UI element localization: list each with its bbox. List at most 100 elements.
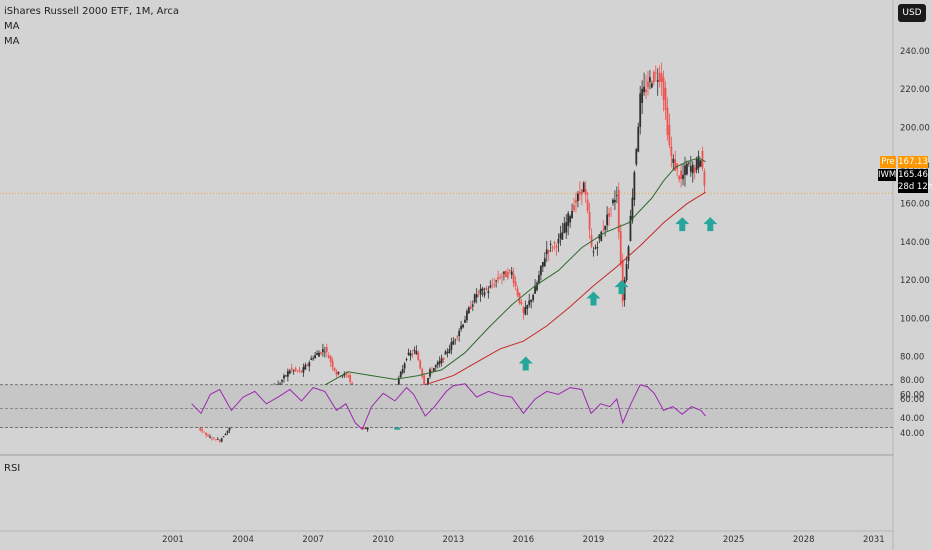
candle-body [668,124,671,146]
candle-body [606,214,609,226]
currency-button[interactable]: USD [898,4,926,22]
candle-body [209,436,211,438]
candle-body [604,225,607,230]
candle-body [279,383,281,385]
candle-body [489,285,492,288]
candle-body [436,362,439,365]
candle-body [331,360,334,368]
candle-body [399,371,402,378]
candle-body [312,358,315,360]
candle-body [211,438,213,440]
candle-body [364,428,367,430]
candle-body [541,262,544,267]
candle-body [401,368,404,373]
candle-body [678,176,681,180]
candle-body [423,375,426,385]
candle-body [283,375,285,379]
candle-body [534,286,536,294]
symbol-title[interactable]: iShares Russell 2000 ETF, 1M, Arca [4,6,180,17]
price-axis-tick: 160.00 [900,200,930,210]
time-axis-tick: 2016 [513,535,535,545]
candle-body [658,72,661,83]
candle-body [448,349,451,354]
candle-body [631,197,634,221]
candle-body [224,434,227,436]
candle-body [222,436,225,438]
candle-body [573,205,575,211]
bar-countdown: 28d 12h [898,181,932,193]
candle-body [397,378,400,386]
candle-body [503,271,505,274]
candle-body [405,359,408,360]
candle-body [432,368,435,372]
candle-body [695,159,698,171]
candle-body [296,370,299,372]
candle-body [501,276,503,278]
candle-body [580,189,583,195]
candle-body [475,294,478,298]
candle-body [682,174,684,179]
candle-body [530,299,533,302]
rsi-line [191,383,706,431]
candle-body [553,242,556,244]
candle-body [666,107,669,136]
candle-body [594,247,597,249]
candle-body [308,362,311,367]
candle-body [285,375,287,377]
ma-indicator-label[interactable]: MA [4,36,20,47]
candle-body [458,330,461,336]
candle-body [427,378,429,386]
candle-body [466,311,468,321]
price-axis-tick: 240.00 [900,47,930,57]
candle-body [411,353,414,355]
candle-body [413,350,416,352]
candle-body [545,249,548,255]
candle-body [290,367,293,370]
support-arrow-icon [518,356,533,371]
price-axis-tick: 60.00 [900,391,924,401]
candle-body [306,364,309,366]
candle-body [610,207,612,209]
candle-body [349,375,352,382]
candle-body [649,77,651,82]
candle-body [407,352,410,355]
candle-body [514,281,517,287]
time-axis-tick: 2025 [723,535,745,545]
candle-body [454,339,457,341]
candle-body [417,352,420,361]
candle-body [218,439,221,442]
candle-body [292,370,295,372]
candle-body [577,193,579,201]
candle-body [670,146,673,157]
candle-body [446,351,449,353]
candle-body [586,199,589,211]
candle-body [329,356,332,362]
candle-body [440,358,443,363]
ma-indicator-label[interactable]: MA [4,21,20,32]
candle-body [575,200,577,203]
candle-body [516,288,519,296]
candle-body [415,350,418,355]
candle-body [485,288,488,290]
candle-body [563,223,566,233]
candle-body [506,271,509,278]
candle-body [551,247,554,249]
candle-body [569,216,572,223]
candle-body [559,233,562,239]
rsi-indicator-label[interactable]: RSI [4,463,21,474]
candle-body [288,370,291,374]
candle-body [647,81,649,88]
candle-body [652,71,655,83]
candle-body [660,73,663,82]
symbol-tag: IWM [878,169,897,181]
candle-body [608,212,610,217]
candle-body [409,353,412,357]
candle-body [645,89,647,93]
candle-body [641,88,644,103]
candle-body [582,182,585,193]
candle-body [680,170,682,180]
candle-body [438,360,441,364]
time-axis-tick: 2013 [442,535,464,545]
